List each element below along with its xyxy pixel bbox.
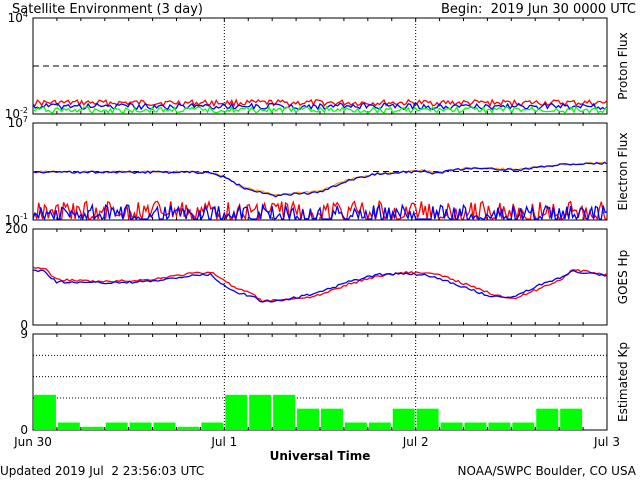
begin-time: Begin: 2019 Jun 30 0000 UTC bbox=[441, 2, 636, 17]
kp-bar bbox=[225, 394, 248, 430]
series-line bbox=[32, 102, 608, 111]
panel-ylabel: Electron Flux bbox=[616, 133, 630, 211]
series-line bbox=[32, 161, 608, 198]
kp-bar bbox=[321, 408, 343, 430]
kp-bar bbox=[416, 408, 439, 430]
y-tick-label: 0 bbox=[20, 423, 28, 437]
kp-bar bbox=[153, 422, 176, 430]
x-tick-label: Jul 2 bbox=[402, 435, 429, 449]
panel-ylabel: Estimated Kp bbox=[616, 342, 630, 422]
kp-bar bbox=[81, 426, 104, 430]
x-tick-label: Jun 30 bbox=[13, 435, 52, 449]
x-tick-label: Jul 3 bbox=[593, 435, 620, 449]
kp-bar bbox=[201, 422, 224, 430]
series-line bbox=[32, 266, 608, 303]
kp-bar bbox=[177, 426, 200, 430]
panel-ylabel: Proton Flux bbox=[616, 32, 630, 99]
x-tick-label: Jul 1 bbox=[210, 435, 237, 449]
y-tick-label: 200 bbox=[5, 222, 28, 236]
updated-timestamp: Updated 2019 Jul 2 23:56:03 UTC bbox=[0, 464, 205, 478]
panel-ylabel: GOES Hp bbox=[616, 250, 630, 304]
kp-bar bbox=[464, 422, 487, 430]
series-line bbox=[32, 105, 608, 115]
kp-bar bbox=[344, 422, 367, 430]
series-line bbox=[32, 269, 608, 303]
electron-flux-panel: 107 10-1 Electron Flux bbox=[5, 115, 630, 227]
y-tick-label: 10-1 bbox=[5, 212, 28, 227]
proton-flux-panel: 104 10-2 Proton Flux bbox=[5, 10, 630, 121]
kp-bar bbox=[273, 394, 296, 430]
series-line bbox=[32, 98, 608, 108]
x-axis-label: Universal Time bbox=[270, 449, 371, 463]
panel-frame bbox=[32, 228, 608, 326]
kp-bar bbox=[488, 422, 511, 430]
kp-bar bbox=[512, 422, 535, 430]
credit-line: NOAA/SWPC Boulder, CO USA bbox=[457, 464, 636, 478]
panel-frame bbox=[32, 333, 608, 431]
kp-bar bbox=[249, 394, 272, 430]
kp-bar bbox=[57, 422, 80, 430]
kp-bar bbox=[34, 394, 56, 430]
kp-bar bbox=[129, 422, 152, 430]
series-line bbox=[32, 161, 608, 196]
time-axis: Jun 30 Jul 1 Jul 2 Jul 3 Universal Time bbox=[13, 435, 620, 463]
kp-bar bbox=[297, 408, 319, 430]
kp-bar bbox=[392, 408, 415, 430]
y-tick-label: 107 bbox=[8, 115, 28, 130]
kp-bar bbox=[440, 422, 463, 430]
kp-bar bbox=[105, 422, 128, 430]
y-tick-label: 104 bbox=[8, 10, 28, 25]
plot-title: Satellite Environment (3 day) bbox=[12, 2, 203, 17]
y-tick-label: 9 bbox=[20, 327, 28, 341]
panel-frame bbox=[32, 17, 608, 115]
kp-bar bbox=[368, 422, 391, 430]
y-tick-label: 10-2 bbox=[5, 106, 28, 121]
series-line bbox=[32, 202, 608, 222]
kp-bar bbox=[536, 408, 559, 430]
goes-hp-panel: 200 0 GOES Hp bbox=[5, 222, 630, 332]
estimated-kp-panel: 9 0 Estimated Kp bbox=[20, 327, 630, 437]
kp-bar bbox=[560, 408, 583, 430]
y-tick-label: 0 bbox=[20, 318, 28, 332]
